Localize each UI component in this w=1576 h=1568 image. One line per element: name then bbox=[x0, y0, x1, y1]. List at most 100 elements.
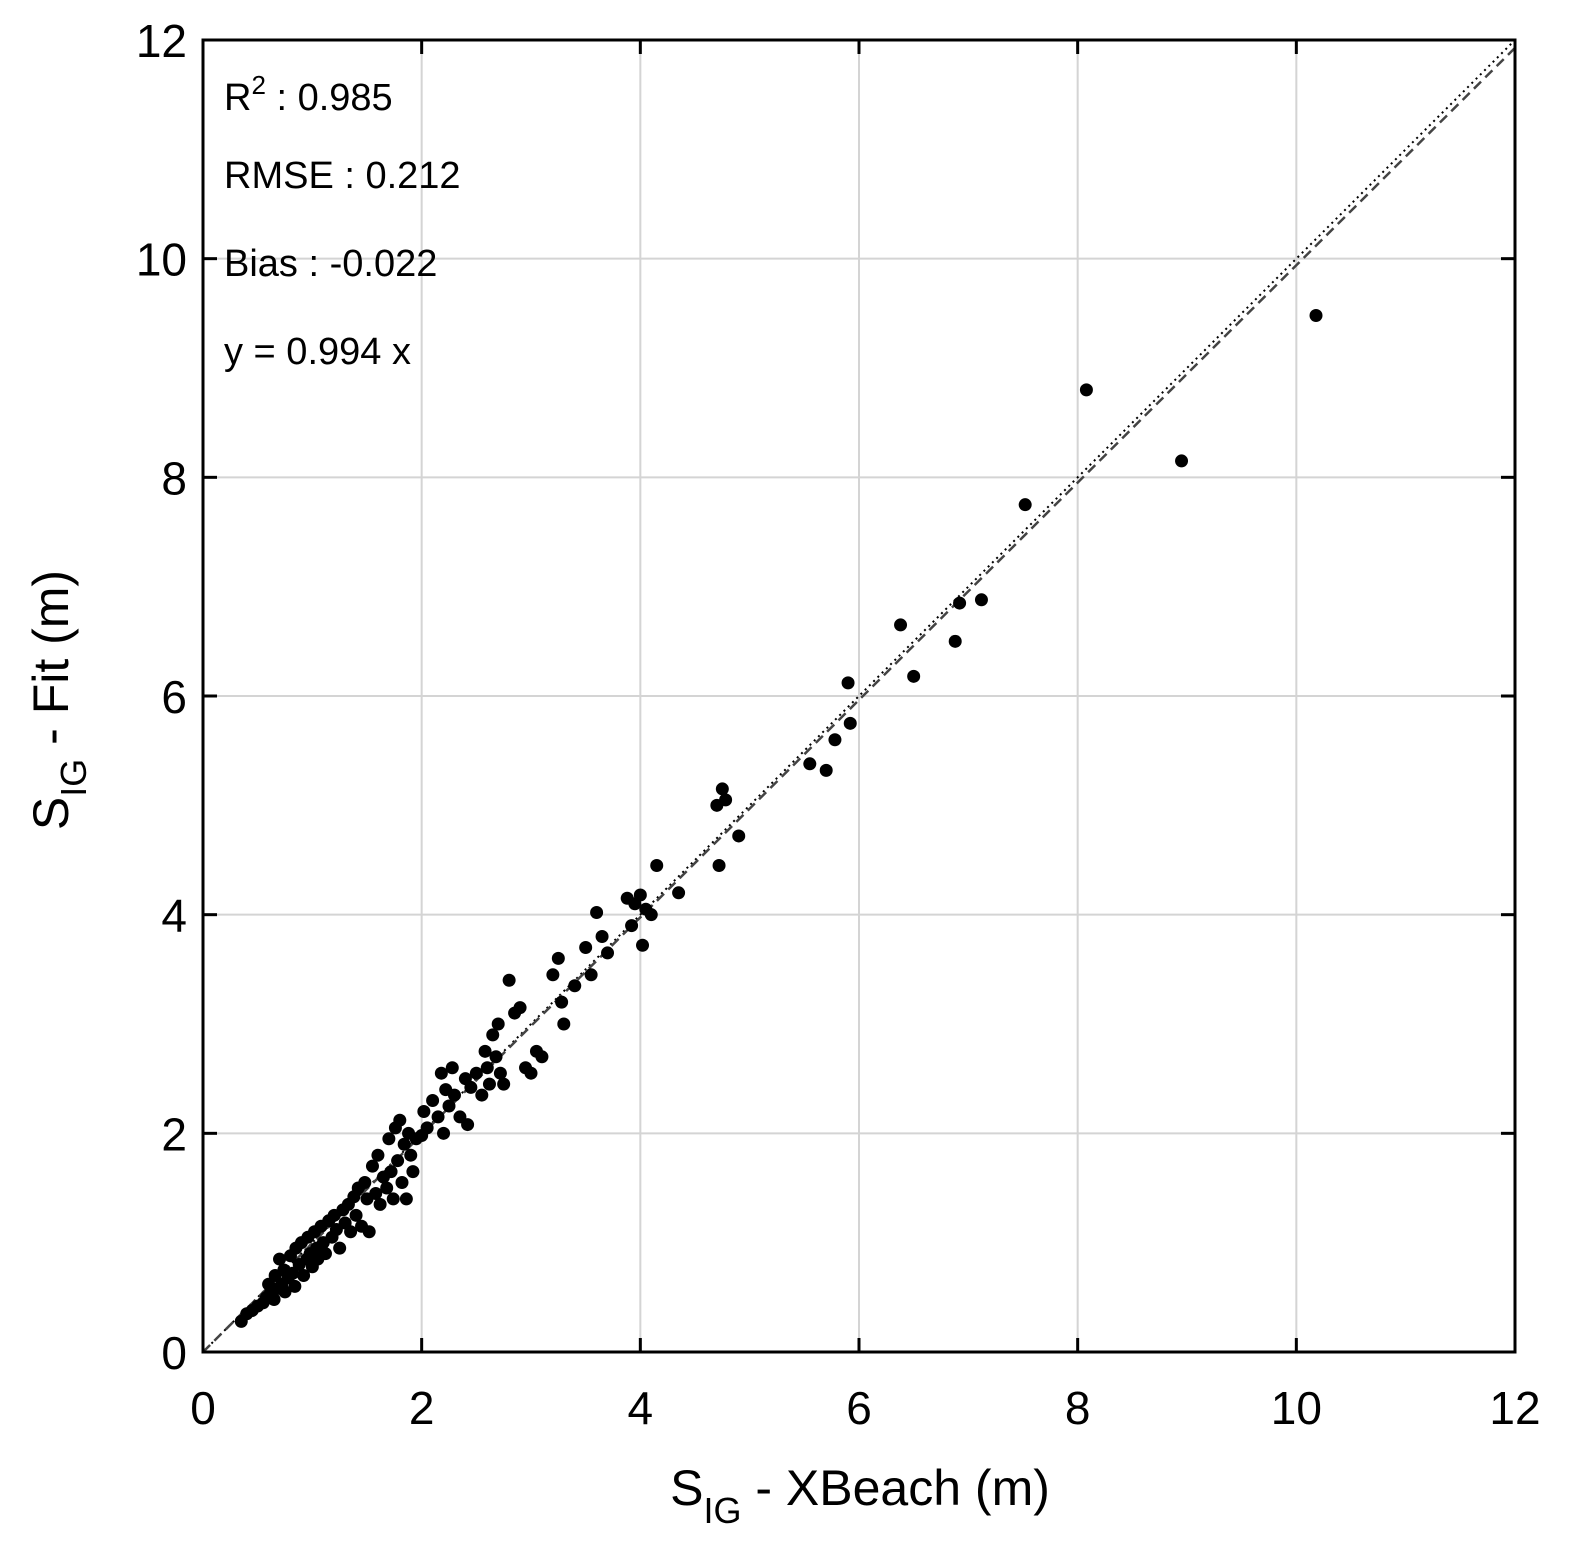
data-point bbox=[650, 858, 664, 872]
data-point bbox=[297, 1268, 311, 1282]
data-point bbox=[1309, 309, 1323, 323]
data-point bbox=[267, 1293, 281, 1307]
data-point bbox=[318, 1247, 332, 1261]
data-point bbox=[445, 1061, 459, 1075]
data-point bbox=[513, 1001, 527, 1015]
fit-equation-annotation: y = 0.994 x bbox=[224, 331, 411, 373]
y-tick-label: 8 bbox=[161, 452, 187, 504]
data-point bbox=[464, 1080, 478, 1094]
x-tick-label: 10 bbox=[1271, 1382, 1322, 1434]
y-tick-label: 10 bbox=[136, 234, 187, 286]
data-point bbox=[278, 1285, 292, 1299]
data-point bbox=[557, 1017, 571, 1031]
data-point bbox=[480, 1061, 494, 1075]
data-point bbox=[373, 1197, 387, 1211]
data-point bbox=[732, 829, 746, 843]
data-point bbox=[672, 886, 686, 900]
data-point bbox=[907, 669, 921, 683]
data-point bbox=[447, 1088, 461, 1102]
data-point bbox=[369, 1186, 383, 1200]
data-point bbox=[974, 593, 988, 607]
data-point bbox=[333, 1241, 347, 1255]
data-point bbox=[590, 905, 604, 919]
y-tick-label: 6 bbox=[161, 671, 187, 723]
data-point bbox=[633, 888, 647, 902]
data-point bbox=[493, 1066, 507, 1080]
data-point bbox=[288, 1279, 302, 1293]
y-tick-label: 4 bbox=[161, 890, 187, 942]
data-point bbox=[380, 1181, 394, 1195]
y-tick-label: 12 bbox=[136, 15, 187, 67]
data-point bbox=[406, 1165, 420, 1179]
rmse-annotation: RMSE : 0.212 bbox=[224, 155, 461, 197]
data-point bbox=[437, 1126, 451, 1140]
data-point bbox=[497, 1077, 511, 1091]
data-point bbox=[1079, 383, 1093, 397]
data-point bbox=[535, 1050, 549, 1064]
data-point bbox=[434, 1066, 448, 1080]
x-axis-title: SIG - XBeach (m) bbox=[670, 1460, 1050, 1531]
data-point bbox=[365, 1159, 379, 1173]
data-point bbox=[644, 908, 658, 922]
data-point bbox=[636, 938, 650, 952]
data-point bbox=[404, 1148, 418, 1162]
data-point bbox=[478, 1044, 492, 1058]
data-point bbox=[595, 930, 609, 944]
data-point bbox=[442, 1099, 456, 1113]
data-point bbox=[461, 1118, 475, 1132]
stats-annotations: R2 : 0.985 RMSE : 0.212 Bias : -0.022 y … bbox=[224, 70, 461, 373]
data-point bbox=[349, 1208, 363, 1222]
x-tick-label: 4 bbox=[628, 1382, 654, 1434]
data-point bbox=[719, 793, 733, 807]
data-point bbox=[953, 596, 967, 610]
y-tick-label: 0 bbox=[161, 1327, 187, 1379]
axis-ticks: 0 2 4 6 8 10 12 0 2 4 6 8 10 12 bbox=[136, 15, 1541, 1434]
data-point bbox=[486, 1028, 500, 1042]
data-point bbox=[391, 1154, 405, 1168]
data-point bbox=[393, 1113, 407, 1127]
data-point bbox=[358, 1176, 372, 1190]
r2-annotation: R2 : 0.985 bbox=[224, 70, 393, 119]
data-point bbox=[524, 1066, 538, 1080]
data-point bbox=[399, 1192, 413, 1206]
data-point bbox=[948, 634, 962, 648]
data-point bbox=[546, 968, 560, 982]
data-point bbox=[894, 618, 908, 632]
data-point bbox=[841, 676, 855, 690]
data-point bbox=[397, 1137, 411, 1151]
data-point bbox=[625, 919, 639, 933]
data-point bbox=[482, 1077, 496, 1091]
data-point bbox=[502, 973, 516, 987]
data-point bbox=[819, 763, 833, 777]
data-point bbox=[828, 733, 842, 747]
data-point bbox=[1175, 454, 1189, 468]
data-point bbox=[384, 1165, 398, 1179]
data-point bbox=[491, 1017, 505, 1031]
data-point bbox=[712, 858, 726, 872]
y-tick-label: 2 bbox=[161, 1108, 187, 1160]
data-point bbox=[843, 716, 857, 730]
data-point bbox=[568, 979, 582, 993]
data-point bbox=[431, 1110, 445, 1124]
data-point bbox=[395, 1176, 409, 1190]
data-point bbox=[551, 951, 565, 965]
bias-annotation: Bias : -0.022 bbox=[224, 243, 437, 285]
data-point bbox=[584, 968, 598, 982]
x-tick-label: 12 bbox=[1489, 1382, 1540, 1434]
x-tick-label: 2 bbox=[409, 1382, 435, 1434]
data-point bbox=[420, 1121, 434, 1135]
data-point bbox=[362, 1225, 376, 1239]
data-point bbox=[601, 946, 615, 960]
data-point bbox=[371, 1148, 385, 1162]
data-point bbox=[273, 1252, 287, 1266]
data-point bbox=[469, 1066, 483, 1080]
data-point bbox=[344, 1225, 358, 1239]
data-point bbox=[426, 1094, 440, 1108]
y-axis-title: SIG - Fit (m) bbox=[23, 570, 94, 830]
data-point bbox=[475, 1088, 489, 1102]
data-point bbox=[382, 1132, 396, 1146]
data-point bbox=[417, 1104, 431, 1118]
data-point bbox=[803, 757, 817, 771]
x-tick-label: 6 bbox=[846, 1382, 872, 1434]
